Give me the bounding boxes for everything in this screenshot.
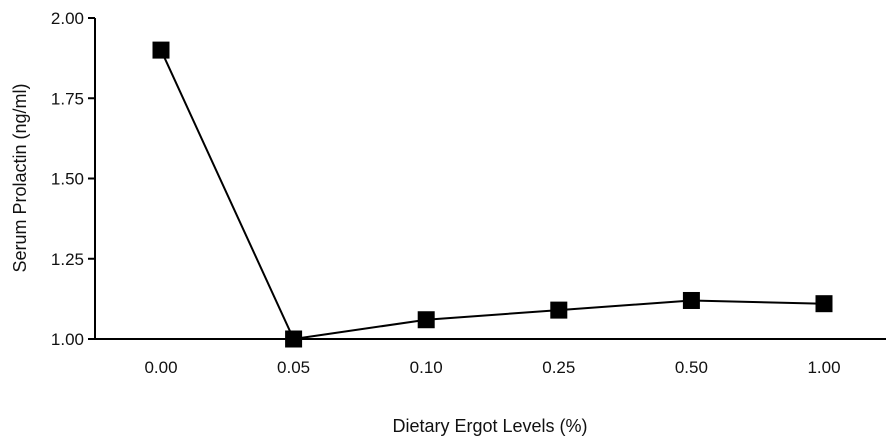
y-tick-label: 1.25 <box>51 250 84 269</box>
x-axis: 0.00 0.05 0.10 0.25 0.50 1.00 <box>95 338 886 377</box>
x-tick-label: 0.10 <box>410 358 443 377</box>
x-tick-label: 0.05 <box>277 358 310 377</box>
series-group <box>152 41 833 348</box>
x-tick-label: 0.50 <box>675 358 708 377</box>
series-line <box>160 49 825 341</box>
data-point-marker <box>815 295 833 313</box>
data-point-marker <box>285 330 303 348</box>
y-axis: 1.00 1.25 1.50 1.75 2.00 <box>51 9 96 349</box>
data-point-marker <box>152 41 170 59</box>
x-axis-title: Dietary Ergot Levels (%) <box>392 416 587 436</box>
y-tick-label: 2.00 <box>51 9 84 28</box>
data-point-marker <box>682 291 700 309</box>
x-tick-label: 0.00 <box>144 358 177 377</box>
y-axis-title: Serum Prolactin (ng/ml) <box>10 83 30 272</box>
data-point-marker <box>550 301 568 319</box>
data-point-marker <box>417 311 435 329</box>
x-tick-label: 1.00 <box>807 358 840 377</box>
y-tick-label: 1.00 <box>51 330 84 349</box>
x-tick-label: 0.25 <box>542 358 575 377</box>
y-tick-label: 1.75 <box>51 89 84 108</box>
y-tick-label: 1.50 <box>51 170 84 189</box>
